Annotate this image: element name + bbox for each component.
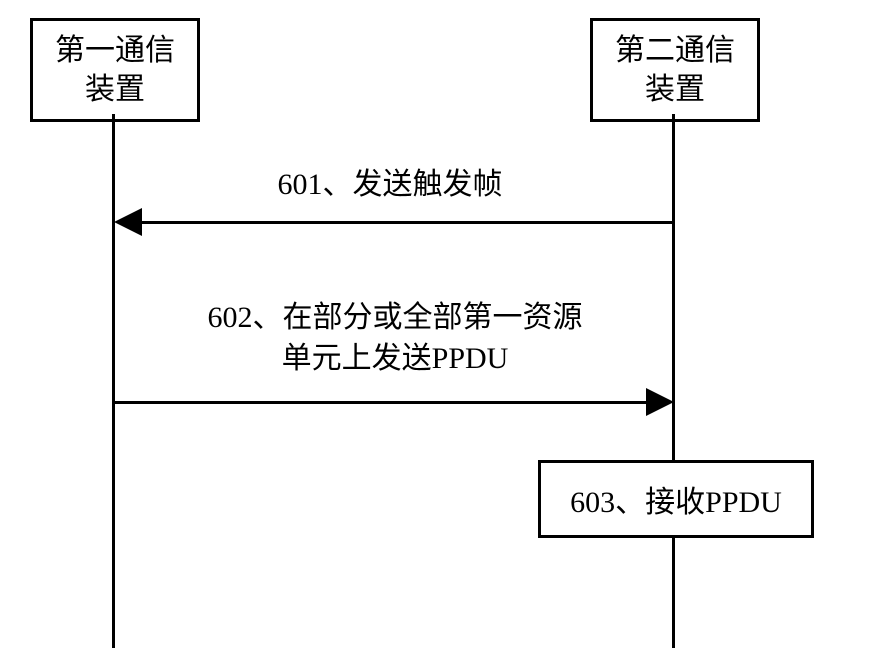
lifeline-right-bottom — [672, 530, 675, 648]
message-601-label: 601、发送触发帧 — [230, 165, 550, 206]
participant-right-label: 第二通信装置 — [615, 34, 735, 106]
message-602-arrowhead — [646, 388, 674, 416]
message-602-label: 602、在部分或全部第一资源 单元上发送PPDU — [165, 298, 625, 379]
message-602-line — [114, 401, 648, 404]
participant-right: 第二通信装置 — [590, 18, 760, 122]
lifeline-left — [112, 114, 115, 648]
participant-left: 第一通信装置 — [30, 18, 200, 122]
sequence-diagram: 第一通信装置 第二通信装置 601、发送触发帧 602、在部分或全部第一资源 单… — [0, 0, 891, 662]
participant-left-label: 第一通信装置 — [55, 34, 175, 106]
message-601-arrowhead — [114, 208, 142, 236]
action-603-box: 603、接收PPDU — [538, 460, 814, 538]
message-601-line — [140, 221, 674, 224]
action-603-label: 603、接收PPDU — [570, 486, 782, 519]
